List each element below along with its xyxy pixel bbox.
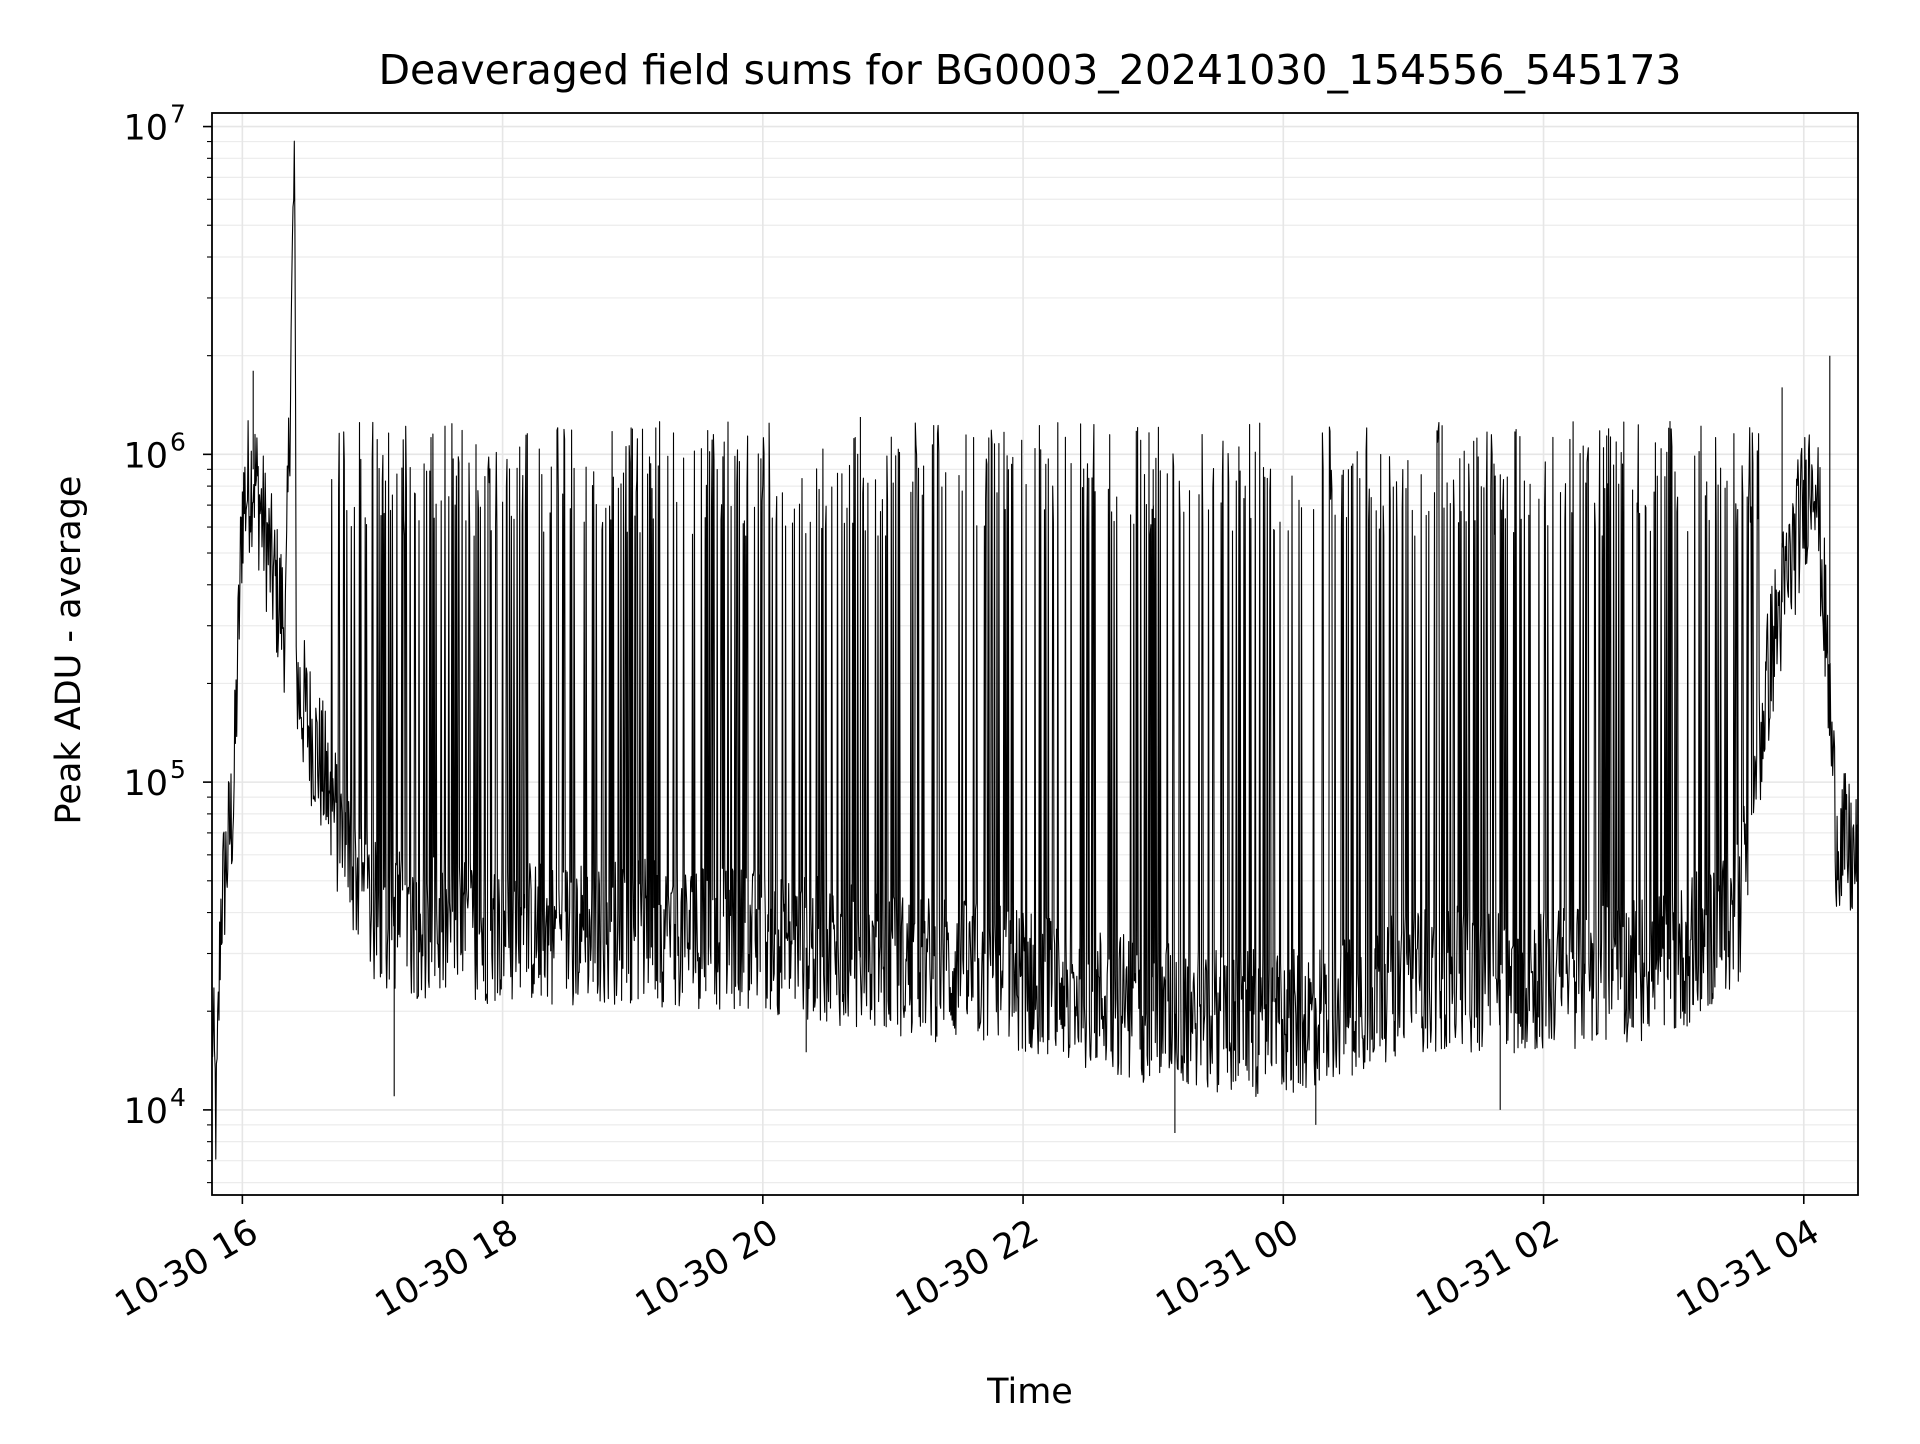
plot-frame — [211, 112, 1859, 1196]
y-tick-exponent: 6 — [170, 427, 186, 456]
y-tick-exponent: 5 — [170, 755, 186, 784]
y-tick-label: 10 — [123, 109, 168, 149]
y-tick-label: 10 — [123, 436, 168, 476]
chart-title: Deaveraged field sums for BG0003_2024103… — [378, 46, 1681, 94]
data-layer — [212, 140, 1858, 1160]
y-tick-label: 10 — [123, 764, 168, 804]
y-tick-exponent: 7 — [170, 100, 186, 129]
y-tick-label: 10 — [123, 1092, 168, 1132]
series-line — [212, 140, 1858, 1160]
y-axis-label: Peak ADU - average — [49, 476, 89, 825]
y-tick-exponent: 4 — [170, 1083, 186, 1112]
x-axis-label: Time — [986, 1372, 1073, 1412]
